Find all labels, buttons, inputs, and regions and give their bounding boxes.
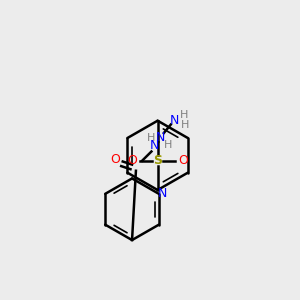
Text: S: S (153, 154, 162, 167)
Text: H: H (181, 120, 190, 130)
Text: O: O (178, 154, 188, 167)
Text: H: H (164, 140, 173, 150)
Text: N: N (150, 139, 159, 152)
Text: H: H (147, 133, 156, 142)
Text: N: N (156, 131, 165, 144)
Text: O: O (110, 153, 120, 166)
Text: O: O (127, 154, 137, 167)
Text: N: N (158, 187, 167, 200)
Text: H: H (180, 110, 188, 119)
Text: N: N (170, 114, 179, 127)
